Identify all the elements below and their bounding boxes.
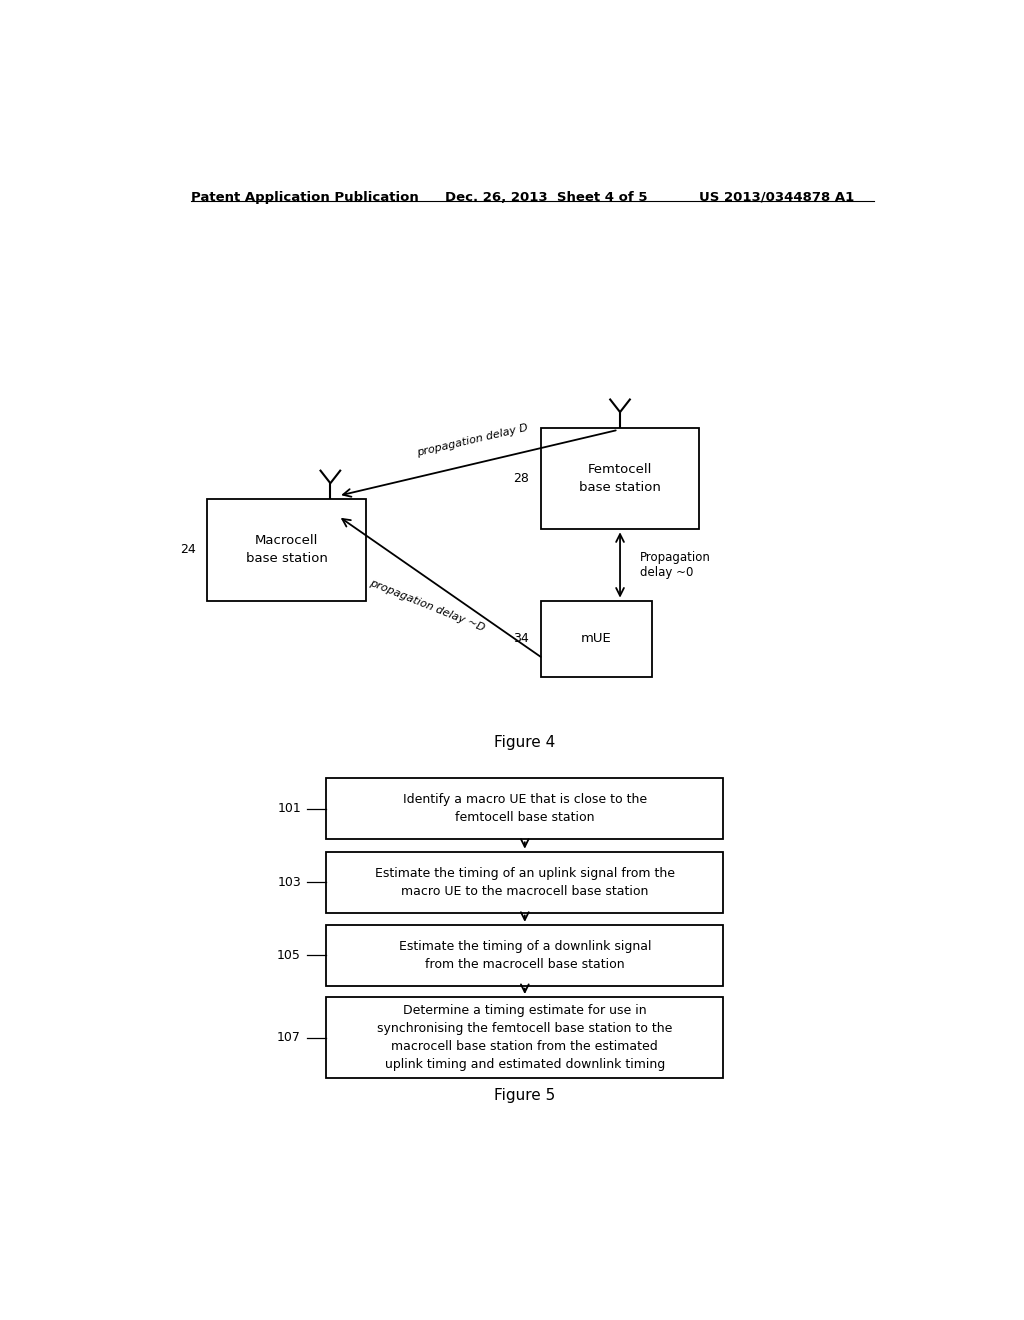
Text: propagation delay D: propagation delay D [416,422,528,458]
Text: 101: 101 [278,803,301,816]
Text: 107: 107 [278,1031,301,1044]
Text: 103: 103 [278,875,301,888]
Text: Estimate the timing of an uplink signal from the
macro UE to the macrocell base : Estimate the timing of an uplink signal … [375,866,675,898]
Text: Propagation
delay ~0: Propagation delay ~0 [640,550,711,579]
Bar [541,601,652,677]
Text: 105: 105 [278,949,301,962]
Text: Dec. 26, 2013  Sheet 4 of 5: Dec. 26, 2013 Sheet 4 of 5 [445,191,648,203]
Text: 28: 28 [513,473,528,484]
Text: Figure 5: Figure 5 [495,1088,555,1104]
Bar [327,997,723,1078]
Text: 34: 34 [513,632,528,644]
Bar [541,428,699,529]
Text: Figure 4: Figure 4 [495,735,555,750]
Text: US 2013/0344878 A1: US 2013/0344878 A1 [699,191,855,203]
Text: Macrocell
base station: Macrocell base station [246,535,328,565]
Bar [327,851,723,912]
Text: propagation delay ~D: propagation delay ~D [369,577,486,632]
Text: Identify a macro UE that is close to the
femtocell base station: Identify a macro UE that is close to the… [402,793,647,825]
Text: mUE: mUE [581,632,611,645]
Bar [327,779,723,840]
Text: Estimate the timing of a downlink signal
from the macrocell base station: Estimate the timing of a downlink signal… [398,940,651,970]
Text: 24: 24 [179,544,196,556]
Text: Femtocell
base station: Femtocell base station [580,463,660,494]
Text: Patent Application Publication: Patent Application Publication [191,191,419,203]
Text: Determine a timing estimate for use in
synchronising the femtocell base station : Determine a timing estimate for use in s… [377,1005,673,1071]
Bar [327,925,723,986]
Bar [207,499,367,601]
